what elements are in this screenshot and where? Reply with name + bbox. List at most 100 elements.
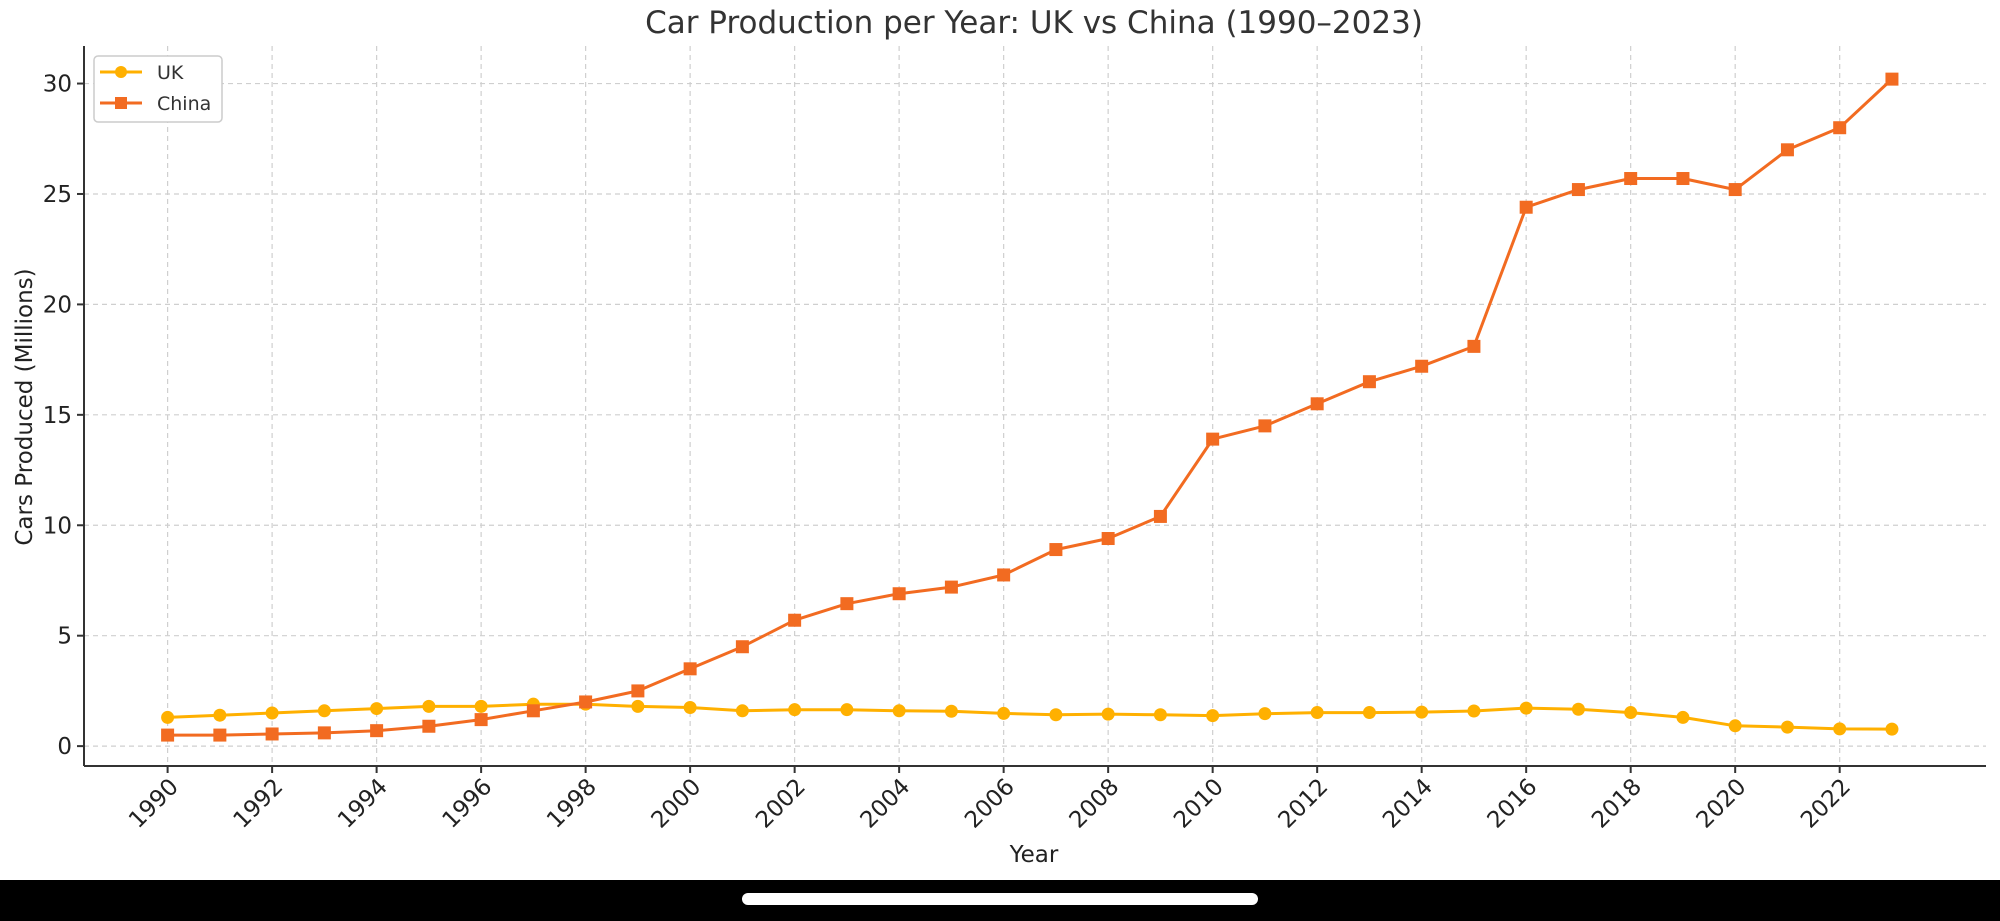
- data-point-uk: [1101, 707, 1115, 721]
- data-point-uk: [788, 703, 802, 717]
- data-point-uk: [840, 703, 854, 717]
- data-point-uk: [474, 699, 488, 713]
- x-tick-label: 2004: [856, 774, 916, 834]
- data-point-china: [997, 568, 1011, 582]
- data-point-uk: [892, 704, 906, 718]
- data-point-uk: [1624, 706, 1638, 720]
- data-point-uk: [1571, 702, 1585, 716]
- data-point-uk: [1467, 704, 1481, 718]
- data-point-china: [370, 724, 384, 738]
- data-point-uk: [1310, 706, 1324, 720]
- y-tick-label: 20: [43, 292, 72, 318]
- data-point-uk: [265, 706, 279, 720]
- data-point-china: [474, 713, 488, 727]
- home-indicator[interactable]: [742, 893, 1258, 905]
- data-point-uk: [997, 706, 1011, 720]
- data-point-china: [1519, 200, 1533, 214]
- data-point-china: [1258, 419, 1272, 433]
- data-point-china: [265, 727, 279, 741]
- data-point-uk: [317, 704, 331, 718]
- x-tick-label: 1996: [438, 774, 498, 834]
- y-tick-label: 30: [43, 72, 72, 98]
- x-tick-label: 2018: [1587, 774, 1647, 834]
- data-point-uk: [1049, 708, 1063, 722]
- legend-uk-label: UK: [157, 62, 184, 84]
- data-point-uk: [1415, 705, 1429, 719]
- series-layer: [161, 72, 1899, 742]
- data-point-china: [526, 704, 540, 718]
- x-tick-label: 2014: [1378, 774, 1438, 834]
- x-tick-label: 2016: [1483, 774, 1543, 834]
- x-tick-label: 2002: [751, 774, 811, 834]
- data-point-uk: [944, 704, 958, 718]
- data-point-china: [1728, 183, 1742, 197]
- x-tick-label: 1994: [333, 774, 393, 834]
- data-point-uk: [370, 702, 384, 716]
- y-axis-label: Cars Produced (Millions): [12, 268, 38, 545]
- data-point-uk: [735, 704, 749, 718]
- y-tick-label: 5: [57, 624, 72, 650]
- x-tick-label: 2010: [1169, 774, 1229, 834]
- data-point-china: [1415, 359, 1429, 373]
- data-point-uk: [1362, 706, 1376, 720]
- series-line-china: [167, 78, 1893, 737]
- line-chart: 0 5 10 15 20 25 30 1990 1992 1994 1996 1998 2000 2002…: [12, 5, 1986, 868]
- axes: [83, 46, 1986, 767]
- data-point-china: [944, 580, 958, 594]
- data-point-china: [1833, 121, 1847, 135]
- series-line-uk: [167, 702, 1892, 731]
- data-point-uk: [161, 710, 175, 724]
- data-point-china: [1101, 532, 1115, 546]
- x-tick-label: 2012: [1274, 774, 1334, 834]
- data-point-uk: [683, 700, 697, 714]
- legend-china-marker: [115, 97, 127, 109]
- y-tick-label: 10: [43, 513, 72, 539]
- data-point-china: [1049, 543, 1063, 557]
- x-tick-label: 2006: [960, 774, 1020, 834]
- y-tick-label: 0: [57, 734, 72, 760]
- x-tick-label: 2008: [1065, 774, 1125, 834]
- x-tick-label: 1990: [124, 774, 184, 834]
- chart-title: Car Production per Year: UK vs China (19…: [645, 5, 1423, 41]
- data-point-china: [683, 662, 697, 676]
- data-point-china: [1362, 375, 1376, 389]
- data-point-china: [422, 719, 436, 733]
- x-tick-label: 2000: [647, 774, 707, 834]
- data-point-china: [1206, 432, 1220, 446]
- data-point-china: [1153, 509, 1167, 523]
- data-point-china: [788, 613, 802, 627]
- data-point-china: [840, 597, 854, 611]
- data-point-china: [631, 684, 645, 698]
- x-tick-label: 2022: [1796, 774, 1856, 834]
- data-point-china: [1571, 183, 1585, 197]
- data-point-uk: [1833, 722, 1847, 736]
- data-point-china: [1885, 72, 1899, 86]
- data-point-china: [1310, 397, 1324, 411]
- legend: UK China: [93, 55, 223, 123]
- data-point-china: [317, 726, 331, 740]
- data-point-uk: [1728, 719, 1742, 733]
- legend-china-label: China: [157, 93, 211, 115]
- x-tick-label: 2020: [1692, 774, 1752, 834]
- data-point-china: [161, 728, 175, 742]
- data-point-china: [213, 728, 227, 742]
- data-point-uk: [1676, 710, 1690, 724]
- data-point-china: [1467, 339, 1481, 353]
- x-tick-label: 1998: [542, 774, 602, 834]
- data-point-china: [579, 695, 593, 709]
- series-uk: [161, 697, 1899, 736]
- x-tick-label: 1992: [229, 774, 289, 834]
- data-point-uk: [1206, 709, 1220, 723]
- data-point-china: [1624, 172, 1638, 186]
- data-point-uk: [1885, 722, 1899, 736]
- grid: [84, 46, 1986, 766]
- data-point-uk: [1519, 701, 1533, 715]
- data-point-china: [1676, 172, 1690, 186]
- data-point-china: [1780, 143, 1794, 157]
- y-tick-label: 25: [43, 182, 72, 208]
- legend-uk-marker: [115, 66, 127, 78]
- data-point-uk: [1258, 707, 1272, 721]
- data-point-uk: [1780, 720, 1794, 734]
- data-point-china: [735, 640, 749, 654]
- series-china: [161, 72, 1899, 742]
